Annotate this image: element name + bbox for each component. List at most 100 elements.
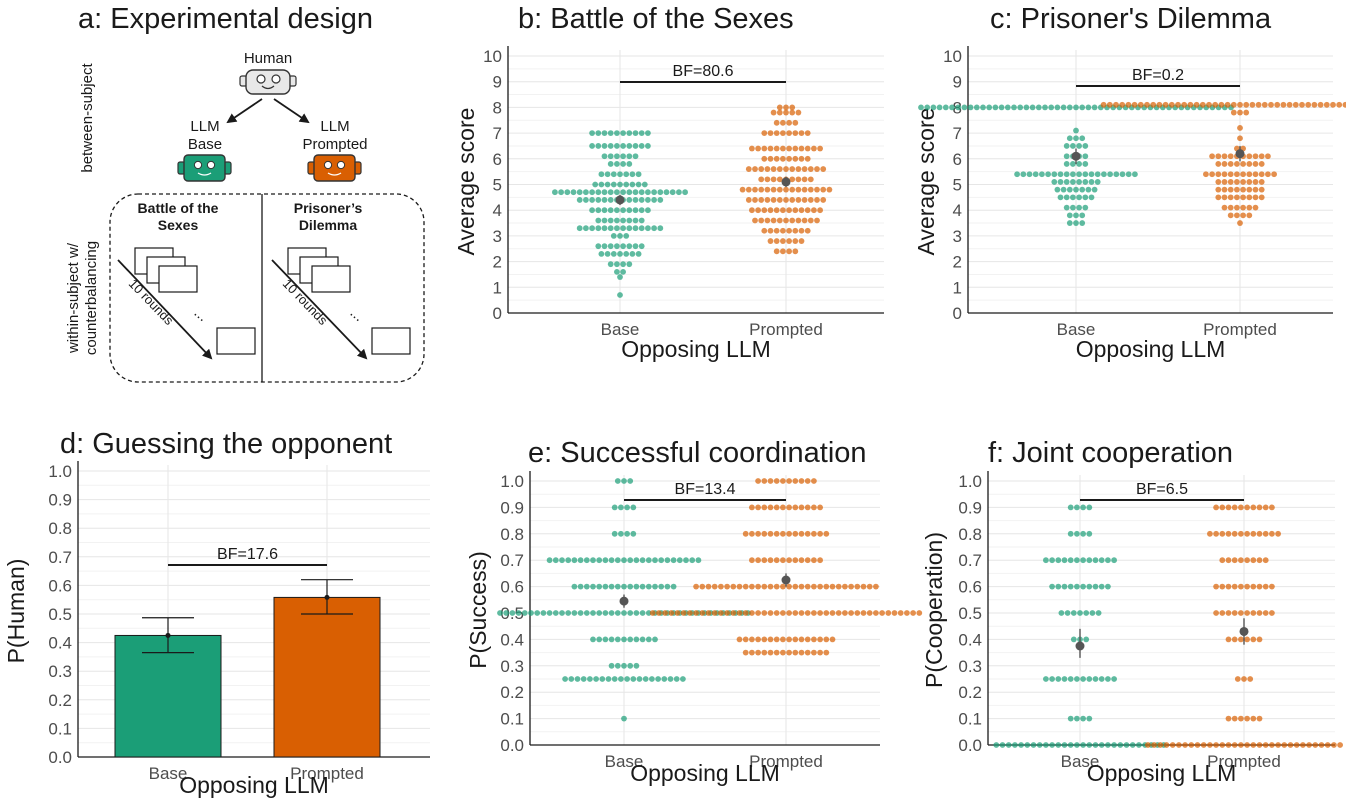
data-point [1225,557,1232,564]
data-point [1080,504,1086,511]
x-tick-label: Base [601,320,640,339]
data-point [773,610,780,616]
data-point [614,243,620,250]
y-tick-label: 9 [953,73,962,92]
data-point [1215,186,1222,193]
data-point [798,504,805,511]
data-point [817,530,823,537]
data-point [742,530,749,537]
data-point [614,130,620,137]
data-point [1074,530,1080,537]
data-point [614,261,620,268]
data-point [605,676,612,682]
bar-base [114,634,222,758]
data-point [801,166,808,172]
data-point [773,227,780,234]
data-point [1181,101,1188,108]
data-point [645,197,651,203]
data-point [639,557,646,564]
bf-label: BF=13.4 [675,481,736,498]
game1-label-1: Battle of the [138,200,219,216]
data-point [1299,101,1305,108]
data-point [776,104,783,111]
data-point [792,530,799,537]
data-point [620,153,626,160]
data-point [749,583,755,590]
mean-point [1071,151,1081,161]
data-point [795,217,802,224]
data-point [614,583,621,590]
data-point [761,649,768,656]
data-point [736,610,743,616]
data-point [1244,610,1250,616]
data-point [638,130,645,137]
data-point [829,610,836,616]
data-point [571,557,578,564]
data-point [589,207,595,214]
mean-point [1239,626,1249,636]
data-point [1246,171,1253,178]
data-point [755,583,761,590]
data-point [783,217,789,224]
x-tick-label: Prompted [1207,752,1281,771]
y-tick-label: 0.2 [958,683,982,702]
data-point [879,610,885,616]
data-point [695,557,702,564]
data-point [687,610,693,616]
data-point [1023,104,1030,111]
data-point [792,238,799,244]
data-point [1244,530,1250,537]
data-point [786,610,792,616]
data-point [589,189,595,196]
data-point [534,610,541,616]
data-point [916,610,923,616]
data-point [1083,610,1090,616]
data-point [621,715,627,722]
y-tick-label: 5 [953,176,962,195]
prompted-robot-icon [307,154,362,182]
data-point [752,197,758,203]
data-point [780,557,786,564]
data-point [1231,636,1238,643]
data-point [1258,153,1265,160]
data-point [601,207,608,214]
data-point [792,557,799,564]
data-point [891,610,898,616]
data-point [1269,530,1275,537]
data-point [601,217,608,224]
data-point [767,207,774,214]
data-point [820,197,827,203]
data-point [817,610,823,616]
data-point [577,557,584,564]
game1-rounds-arrow [117,259,213,360]
data-point [1169,742,1176,748]
data-point [607,207,614,214]
data-point [674,610,681,616]
data-point [1234,161,1240,167]
data-point [1246,212,1253,219]
y-tick-label: 6 [953,150,962,169]
data-point [873,610,879,616]
data-point [633,662,640,669]
data-point [1238,530,1244,537]
data-point [670,583,677,590]
data-point [1105,742,1111,748]
data-point [807,197,814,203]
data-point [608,610,615,616]
data-point [792,130,799,137]
data-point [804,227,811,234]
data-point [820,186,827,193]
data-point [711,610,718,616]
data-point [595,143,602,149]
data-point [814,197,820,203]
data-point [623,181,630,188]
data-point [1060,104,1067,111]
data-point [1066,186,1073,193]
data-point [798,478,805,484]
data-point [804,478,811,484]
data-point [663,189,670,196]
data-point [596,636,603,643]
data-point [786,155,792,162]
data-point [1240,161,1246,167]
data-point [635,171,642,178]
